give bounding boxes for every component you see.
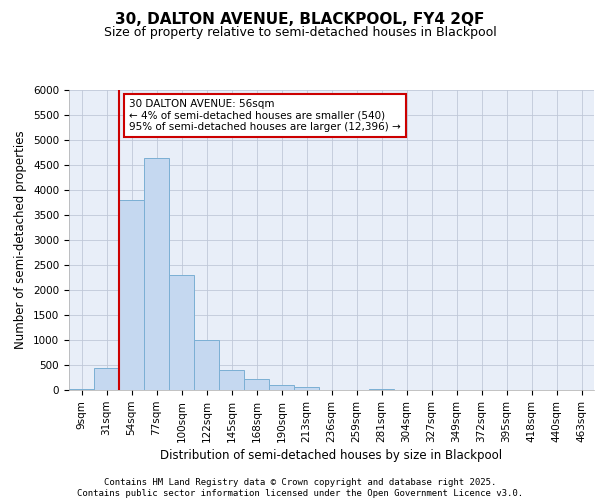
- Text: 30, DALTON AVENUE, BLACKPOOL, FY4 2QF: 30, DALTON AVENUE, BLACKPOOL, FY4 2QF: [115, 12, 485, 28]
- Bar: [144, 158, 169, 390]
- Bar: [119, 200, 144, 390]
- Text: Size of property relative to semi-detached houses in Blackpool: Size of property relative to semi-detach…: [104, 26, 496, 39]
- Bar: [69, 388, 94, 390]
- Bar: [369, 388, 394, 390]
- Bar: [94, 368, 119, 390]
- Bar: [294, 386, 319, 390]
- Bar: [169, 275, 194, 390]
- Y-axis label: Number of semi-detached properties: Number of semi-detached properties: [14, 130, 28, 350]
- Bar: [269, 384, 294, 390]
- X-axis label: Distribution of semi-detached houses by size in Blackpool: Distribution of semi-detached houses by …: [160, 449, 503, 462]
- Bar: [194, 340, 219, 390]
- Bar: [219, 370, 244, 390]
- Bar: [244, 378, 269, 390]
- Text: 30 DALTON AVENUE: 56sqm
← 4% of semi-detached houses are smaller (540)
95% of se: 30 DALTON AVENUE: 56sqm ← 4% of semi-det…: [129, 99, 401, 132]
- Text: Contains HM Land Registry data © Crown copyright and database right 2025.
Contai: Contains HM Land Registry data © Crown c…: [77, 478, 523, 498]
